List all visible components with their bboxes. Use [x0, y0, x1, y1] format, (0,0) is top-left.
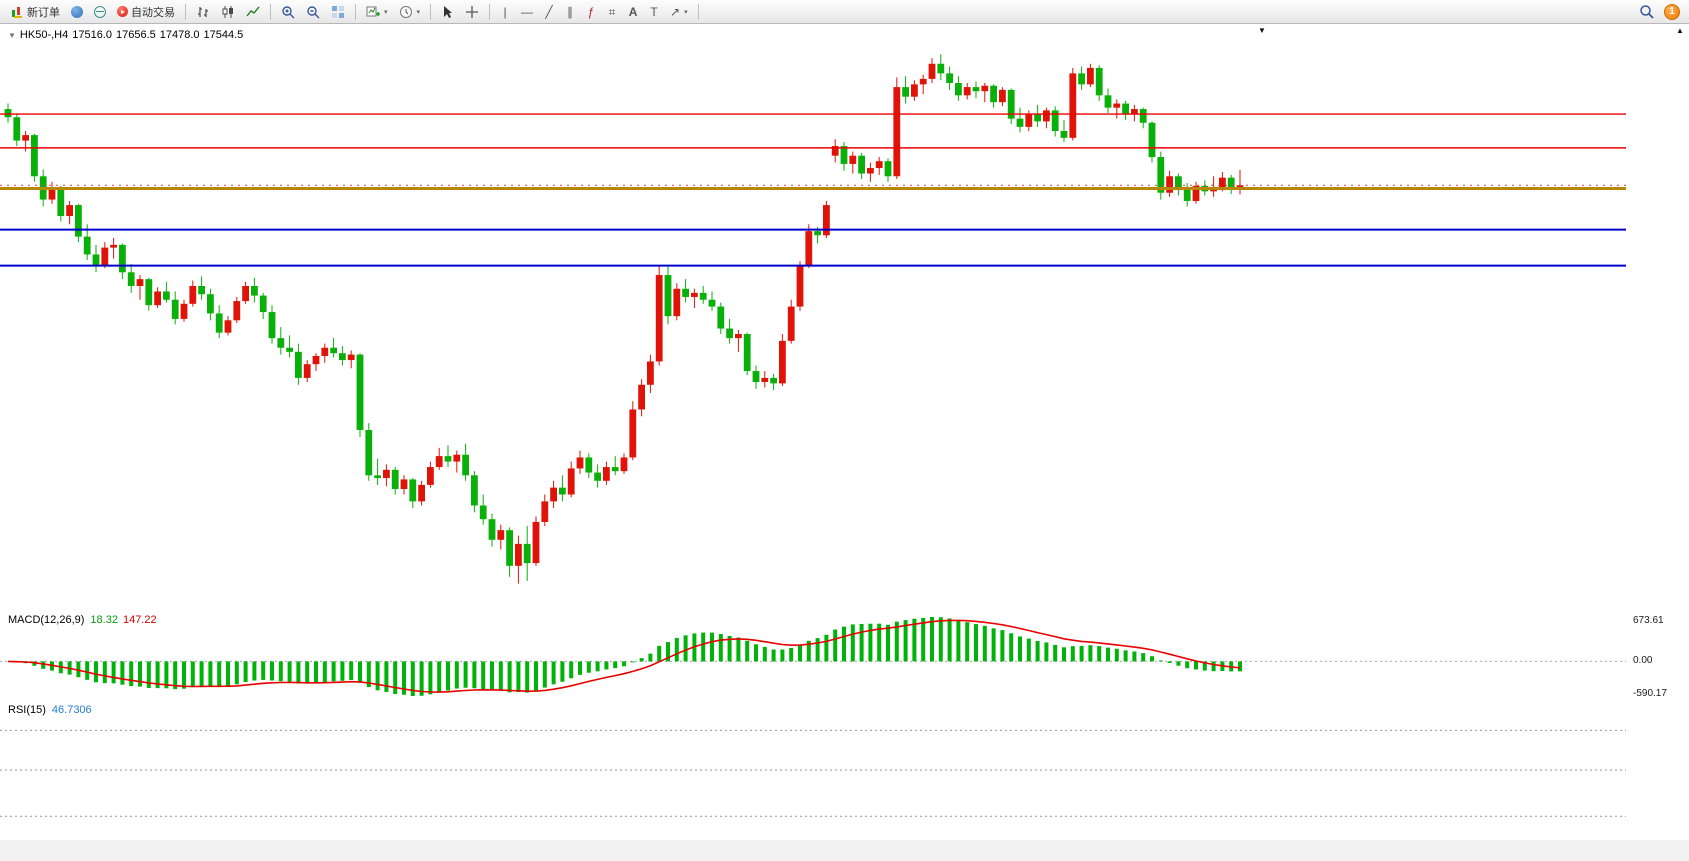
chart-line-button[interactable] [241, 2, 265, 22]
new-chart-button[interactable]: ▾ [361, 2, 393, 22]
auto-trading-label: 自动交易 [131, 6, 175, 19]
zoom-out-icon [307, 5, 320, 18]
cursor-button[interactable] [436, 2, 459, 22]
chart-low: 17478.0 [159, 29, 200, 41]
draw-fibonacci-button[interactable]: ƒ [581, 2, 601, 22]
profiles-button[interactable]: ▾ [394, 2, 426, 22]
toolbar-separator [270, 3, 271, 20]
notification-badge[interactable]: 1 [1664, 3, 1680, 20]
new-order-button[interactable]: 新订单 [5, 2, 65, 22]
macd-value-main: 18.32 [90, 614, 118, 626]
draw-grid-button[interactable]: ⌗ [602, 2, 622, 22]
zoom-in-icon [282, 5, 295, 18]
bars-chart-icon [198, 6, 208, 17]
macd-scale-bottom: -590.17 [1633, 688, 1667, 699]
channel-icon: ∥ [567, 4, 574, 19]
chart-candles-button[interactable] [216, 2, 240, 22]
chart-high: 17656.5 [115, 29, 156, 41]
tile-windows-icon [332, 5, 344, 18]
macd-scale-top: 673.61 [1633, 615, 1664, 626]
macd-label: MACD(12,26,9) 18.32 147.22 [8, 614, 157, 626]
rsi-name: RSI(15) [8, 704, 46, 716]
new-chart-icon [366, 6, 380, 16]
candlestick-chart-icon [222, 5, 233, 18]
chart-close: 17544.5 [203, 29, 244, 41]
fibonacci-icon: ƒ [587, 4, 595, 19]
crosshair-button[interactable] [460, 2, 484, 22]
horizontal-line-objects[interactable] [0, 113, 1626, 267]
macd-panel [0, 617, 1626, 696]
chart-bars-button[interactable] [191, 2, 215, 22]
profiles-icon [399, 5, 412, 18]
trendline-icon: ╱ [545, 4, 553, 19]
rsi-label: RSI(15) 46.7306 [8, 704, 92, 716]
search-button[interactable] [1634, 2, 1659, 22]
toolbar-separator [697, 3, 699, 20]
draw-text-button[interactable]: A [623, 2, 643, 22]
macd-scale-zero: 0.00 [1633, 655, 1653, 667]
scroll-to-end-marker[interactable]: ▼ [1258, 26, 1266, 35]
arrows-icon: ↗ [670, 4, 681, 19]
globe-icon [94, 5, 106, 18]
draw-hline-button[interactable]: — [516, 2, 538, 22]
search-icon [1640, 5, 1654, 19]
zoom-in-button[interactable] [276, 2, 300, 22]
draw-label-button[interactable]: T [644, 2, 664, 22]
rsi-panel [0, 729, 1626, 817]
label-icon: T [650, 4, 658, 19]
draw-arrows-button[interactable]: ↗ ▾ [665, 2, 693, 22]
toolbar: 新订单 自动交易 ▾ ▾ | — ╱ ∥ ƒ [0, 0, 1689, 24]
cursor-icon [444, 5, 453, 18]
chevron-down-icon: ▾ [384, 8, 388, 16]
crosshair-icon [466, 5, 479, 18]
auto-trading-button[interactable]: 自动交易 [112, 2, 180, 22]
macd-value-signal: 147.22 [122, 614, 157, 626]
candles-layer [4, 54, 1244, 584]
macd-signal-line [7, 619, 1241, 693]
draw-trendline-button[interactable]: ╱ [539, 2, 559, 22]
one-click-trading-toggle[interactable]: ▼ [8, 31, 16, 40]
draw-vline-button[interactable]: | [495, 2, 515, 22]
chart-open: 17516.0 [72, 29, 112, 41]
text-icon: A [628, 4, 638, 19]
vertical-line-icon: | [503, 4, 507, 19]
chart-ohlc-header: ▼ HK50-,H4 17516.0 17656.5 17478.0 17544.5 [8, 29, 247, 41]
new-order-icon [10, 5, 24, 19]
macd-name: MACD(12,26,9) [8, 614, 85, 626]
zoom-out-button[interactable] [301, 2, 325, 22]
line-chart-icon [246, 6, 260, 16]
time-axis-strip[interactable] [0, 840, 1689, 861]
webterminal-button[interactable] [89, 2, 111, 22]
rsi-value: 46.7306 [51, 704, 92, 716]
auto-trading-icon [117, 6, 128, 17]
axis-top-marker: ▲ [1676, 26, 1684, 35]
chevron-down-icon: ▾ [416, 8, 421, 16]
toolbar-separator [430, 3, 432, 20]
community-icon [71, 5, 83, 18]
new-order-label: 新订单 [27, 6, 60, 19]
chart-symbol-period: HK50-,H4 [19, 29, 69, 41]
community-button[interactable] [66, 2, 88, 22]
toolbar-separator [489, 3, 491, 20]
horizontal-line-icon: — [521, 4, 534, 19]
chevron-down-icon: ▾ [684, 8, 688, 16]
draw-channel-button[interactable]: ∥ [560, 2, 580, 22]
toolbar-separator [185, 3, 186, 20]
tile-windows-button[interactable] [326, 2, 350, 22]
toolbar-separator [355, 3, 356, 20]
grid-icon: ⌗ [608, 4, 616, 19]
